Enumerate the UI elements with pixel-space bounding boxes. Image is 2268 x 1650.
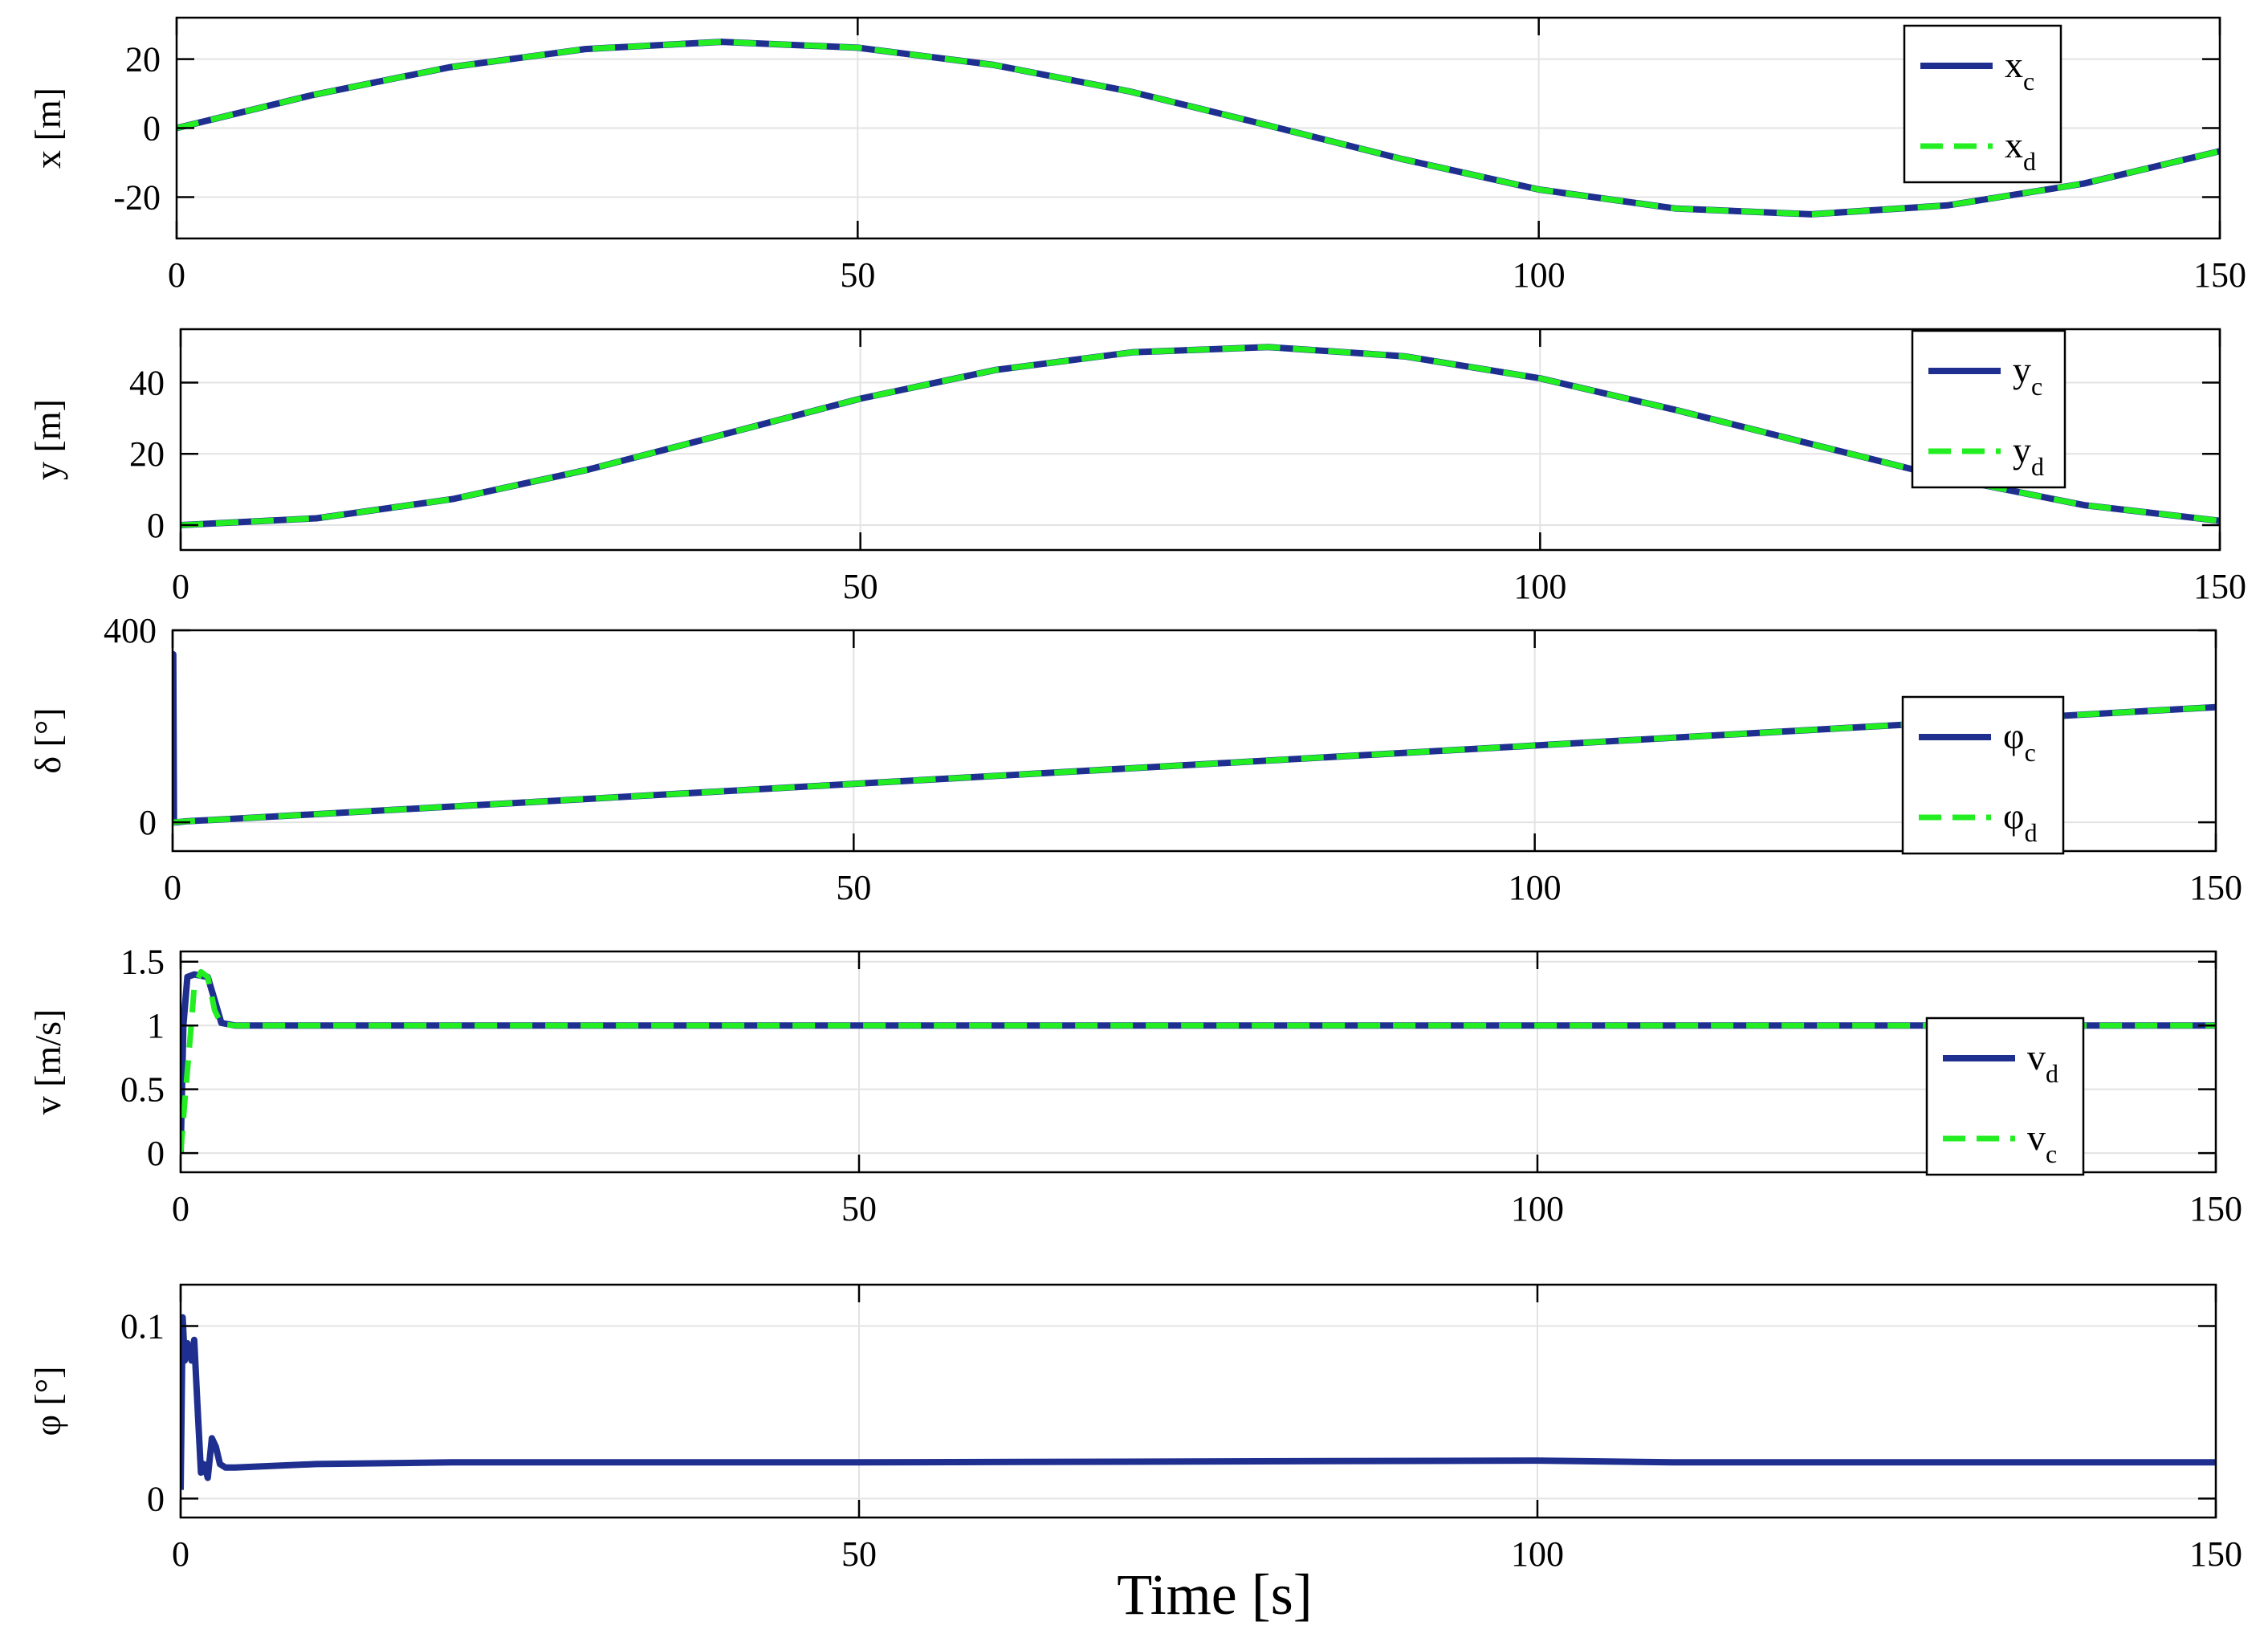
x-tick-label: 50 [841,1189,877,1228]
y-tick-label: 0 [147,1479,165,1518]
y-tick-label: 0.1 [120,1307,165,1346]
time-axis-label: Time [s] [1117,1562,1312,1627]
y-tick-label: 1 [147,1006,165,1045]
legend-label-x-c: xc [2005,44,2034,96]
x-tick-label: 100 [1511,1189,1564,1228]
x-tick-label: 150 [2193,567,2246,606]
x-tick-label: 100 [1509,868,1562,907]
y-tick-label: 0.5 [120,1070,165,1110]
legend-label-v-d: vd [2027,1037,2058,1088]
legend: vd vc [1925,1016,2085,1176]
plot-area [181,951,2216,1172]
y-tick-label: 20 [125,40,161,79]
y-tick-label: 0 [147,506,165,545]
legend-label-y-d: yd [2013,430,2044,481]
y-tick-label: -20 [113,177,161,217]
y-axis-label: δ [°] [27,707,68,773]
legend-box [1903,24,2062,184]
legend-label-v-c: vc [2027,1117,2057,1168]
y-tick-label: 1.5 [120,943,165,982]
plot-area [181,1285,2216,1518]
series-line-main-solid [181,1314,2216,1490]
subplot-2: 0 50 100 150 40 20 0 y [m] yc yd [27,328,2246,606]
legend-box [1901,695,2065,855]
x-tick-label: 100 [1513,567,1566,606]
legend-label-x-d: xd [2005,124,2036,176]
legend-label-y-c: yc [2013,349,2042,401]
subplot-5: 0 50 100 150 0.1 0 φ [°] [27,1283,2242,1574]
x-tick-label: 0 [172,567,189,606]
x-tick-label: 150 [2189,1534,2242,1574]
x-tick-label: 150 [2193,255,2246,295]
x-tick-label: 50 [836,868,871,907]
x-tick-label: 0 [172,1189,189,1228]
x-tick-label: 50 [840,255,875,295]
y-tick-label: 0 [139,803,157,842]
legend-label-φ-d: φd [2003,796,2038,847]
legend-box [1911,329,2066,489]
y-axis-label: y [m] [27,399,68,480]
x-tick-label: 0 [168,255,185,295]
x-tick-label: 100 [1511,1534,1564,1574]
legend: xc xd [1903,24,2062,184]
y-axis-label: φ [°] [27,1366,68,1436]
x-tick-label: 50 [841,1534,877,1574]
x-tick-label: 50 [843,567,878,606]
y-tick-label: 0 [147,1134,165,1173]
axes-frame [179,1283,2217,1519]
series-line-d-dashed [181,344,2220,528]
x-tick-label: 150 [2189,868,2242,907]
plot-area [173,630,2216,851]
plot-area [181,329,2220,550]
legend: yc yd [1911,329,2066,489]
y-tick-label: 0 [143,109,161,149]
axes-frame [179,328,2221,552]
series-line-d-dashed [177,39,2220,218]
axes-frame [171,629,2217,853]
x-tick-label: 0 [172,1534,189,1574]
subplot-4: 0 50 100 150 1.5 1 0.5 0 v [m/s] vd vc [27,943,2242,1228]
y-axis-label: x [m] [27,88,68,169]
subplot-3: 0 50 100 150 400 0 δ [°] φc φd [27,611,2242,907]
y-tick-label: 40 [129,364,165,403]
y-axis-label: v [m/s] [27,1009,68,1115]
series-line-d-dashed [173,704,2216,825]
series-line-c-dashed [181,968,2216,1154]
legend: φc φd [1901,695,2065,855]
y-tick-label: 400 [104,611,157,650]
axes-frame [179,950,2217,1174]
x-tick-label: 0 [164,868,181,907]
x-tick-label: 100 [1513,255,1566,295]
y-tick-label: 20 [129,434,165,474]
legend-label-φ-c: φc [2003,715,2036,767]
legend-box [1925,1016,2085,1176]
x-tick-label: 150 [2189,1189,2242,1228]
